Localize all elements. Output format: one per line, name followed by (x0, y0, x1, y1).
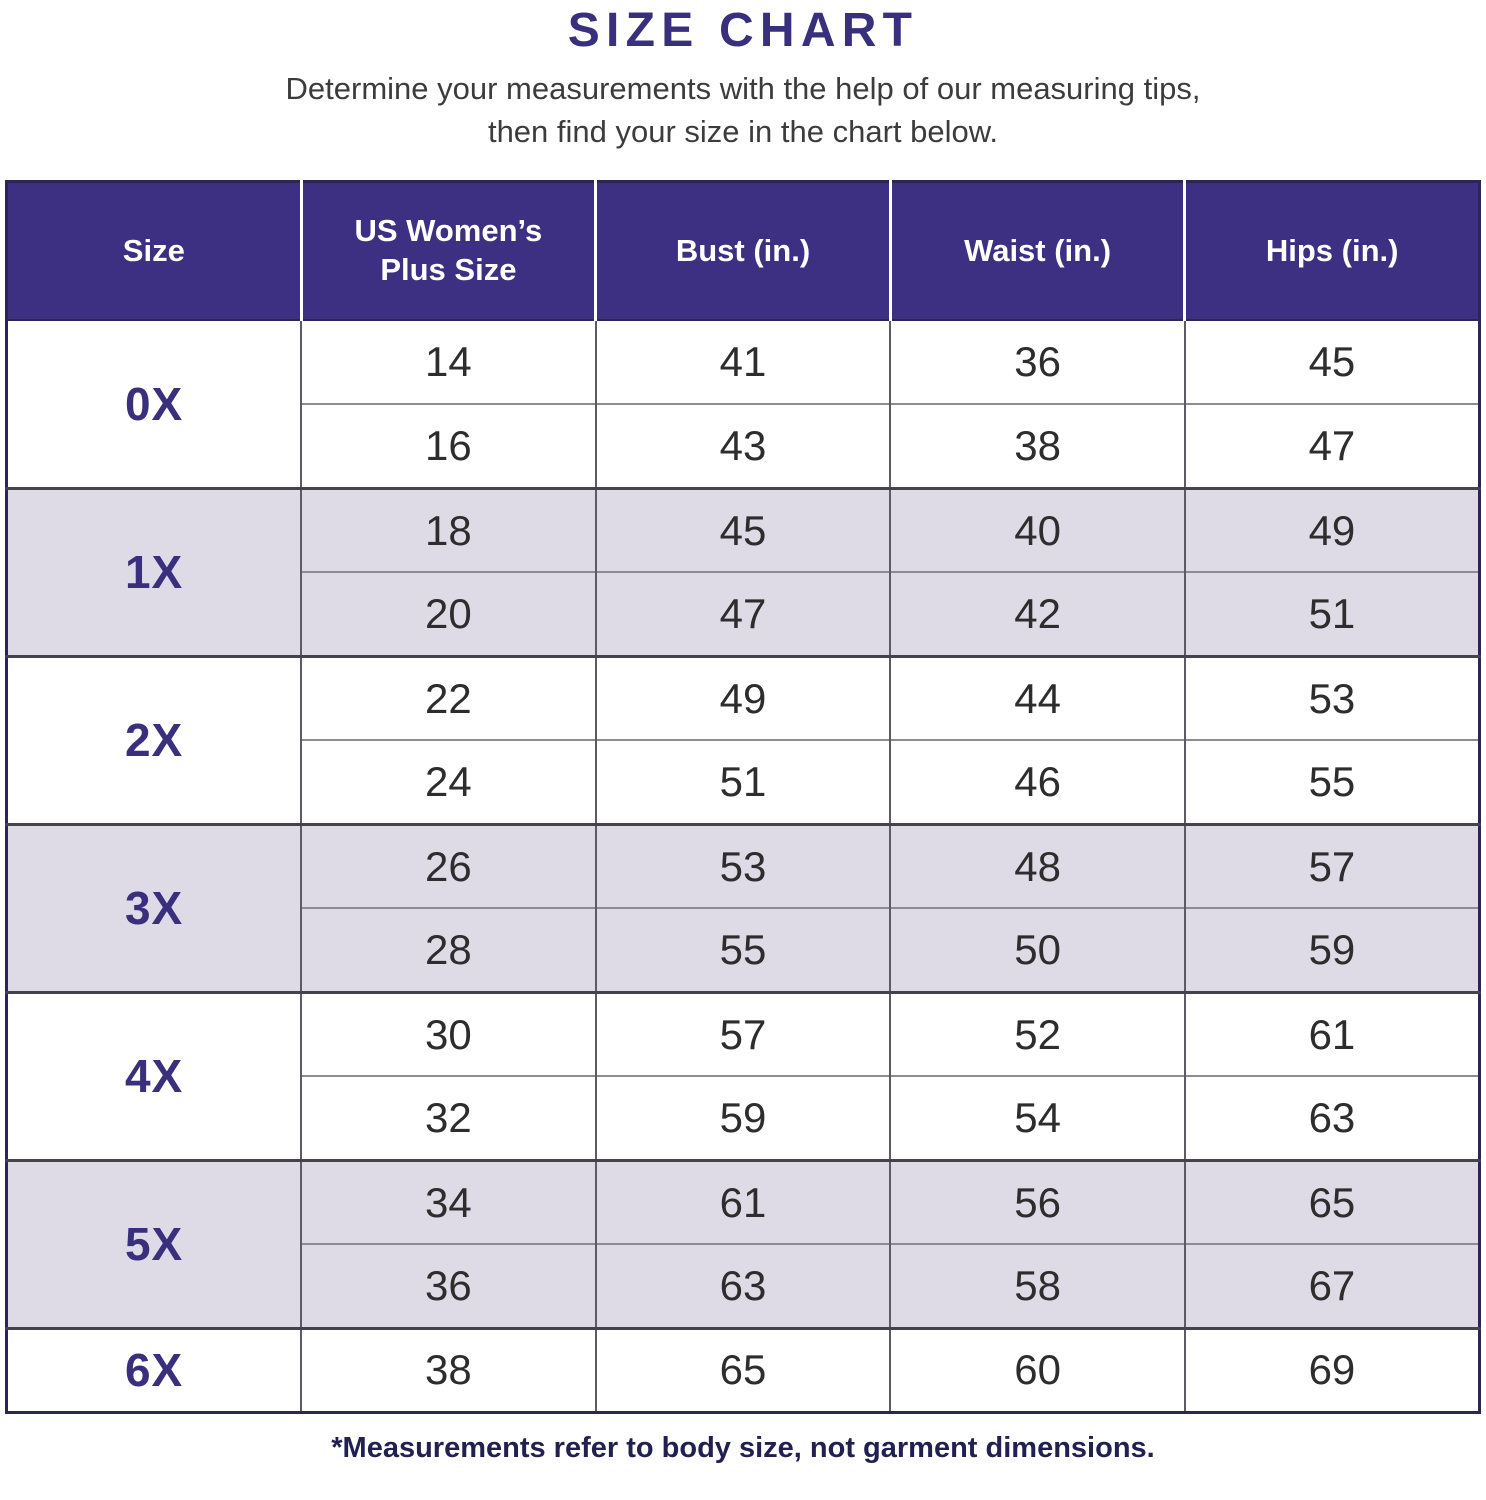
table-row: 1X 18 45 40 49 (6, 486, 1480, 657)
cell-plus-size: 16 (301, 403, 597, 489)
cell-hips: 59 (1184, 907, 1480, 993)
cell-bust: 43 (595, 403, 892, 489)
size-label-6x: 6X (6, 1326, 303, 1413)
cell-waist: 40 (890, 486, 1186, 573)
table-row: 16 43 38 47 (7, 403, 1480, 489)
cell-hips: 61 (1184, 990, 1480, 1077)
cell-bust: 59 (595, 1075, 892, 1161)
cell-plus-size: 14 (301, 319, 597, 405)
table-row: 6X 38 65 60 69 (6, 1326, 1480, 1413)
cell-bust: 51 (595, 739, 892, 825)
cell-bust: 63 (595, 1243, 892, 1329)
size-label-2x: 2X (6, 654, 303, 825)
size-chart-table: Size US Women’s Plus Size Bust (in.) Wai… (5, 179, 1481, 1414)
cell-plus-size: 24 (301, 739, 597, 825)
cell-bust: 55 (595, 907, 892, 993)
cell-bust: 45 (595, 486, 892, 573)
size-label-3x: 3X (6, 822, 303, 993)
table-row: 4X 30 57 52 61 (6, 990, 1480, 1161)
cell-waist: 44 (890, 654, 1186, 741)
size-label-4x: 4X (6, 990, 303, 1161)
cell-hips: 47 (1184, 403, 1480, 489)
column-header-hips: Hips (in.) (1184, 181, 1480, 322)
column-header-plus-size: US Women’s Plus Size (301, 181, 598, 322)
table-row: 28 55 50 59 (7, 907, 1480, 993)
cell-hips: 55 (1184, 739, 1480, 825)
cell-waist: 36 (890, 319, 1186, 405)
cell-waist: 38 (890, 403, 1186, 489)
cell-plus-size: 36 (301, 1243, 597, 1329)
column-header-size: Size (6, 181, 303, 322)
cell-hips: 63 (1184, 1075, 1480, 1161)
header-row: Size US Women’s Plus Size Bust (in.) Wai… (6, 181, 1480, 322)
subtitle-line-1: Determine your measurements with the hel… (285, 71, 1201, 107)
cell-bust: 47 (595, 571, 892, 657)
size-label-5x: 5X (6, 1158, 303, 1329)
cell-waist: 50 (890, 907, 1186, 993)
cell-hips: 65 (1184, 1158, 1480, 1245)
cell-waist: 52 (890, 990, 1186, 1077)
cell-plus-size: 28 (301, 907, 597, 993)
cell-waist: 42 (890, 571, 1186, 657)
table-row: 36 63 58 67 (7, 1243, 1480, 1329)
cell-hips: 69 (1184, 1326, 1480, 1413)
cell-waist: 60 (890, 1326, 1186, 1413)
table-row: 5X 34 61 56 65 (6, 1158, 1480, 1329)
cell-plus-size: 32 (301, 1075, 597, 1161)
table-row: 32 59 54 63 (7, 1075, 1480, 1161)
cell-plus-size: 22 (301, 654, 597, 741)
cell-plus-size: 38 (301, 1326, 597, 1413)
table-row: 24 51 46 55 (7, 739, 1480, 825)
cell-waist: 58 (890, 1243, 1186, 1329)
cell-hips: 57 (1184, 822, 1480, 909)
cell-plus-size: 18 (301, 486, 597, 573)
cell-plus-size: 30 (301, 990, 597, 1077)
cell-plus-size: 26 (301, 822, 597, 909)
cell-plus-size: 20 (301, 571, 597, 657)
size-label-0x: 0X (6, 319, 303, 489)
table-row: 2X 22 49 44 53 (6, 654, 1480, 825)
size-label-1x: 1X (6, 486, 303, 657)
cell-hips: 51 (1184, 571, 1480, 657)
cell-bust: 65 (595, 1326, 892, 1413)
cell-waist: 48 (890, 822, 1186, 909)
cell-bust: 61 (595, 1158, 892, 1245)
table-row: 0X 14 41 36 45 (6, 319, 1480, 489)
footnote: *Measurements refer to body size, not ga… (331, 1431, 1155, 1464)
subtitle: Determine your measurements with the hel… (0, 68, 1486, 154)
page-title: SIZE CHART (567, 4, 919, 57)
cell-bust: 49 (595, 654, 892, 741)
column-header-bust: Bust (in.) (595, 181, 892, 322)
table-row: 20 47 42 51 (7, 571, 1480, 657)
cell-bust: 53 (595, 822, 892, 909)
cell-hips: 45 (1184, 319, 1480, 405)
cell-hips: 49 (1184, 486, 1480, 573)
cell-hips: 67 (1184, 1243, 1480, 1329)
cell-plus-size: 34 (301, 1158, 597, 1245)
cell-bust: 57 (595, 990, 892, 1077)
cell-waist: 56 (890, 1158, 1186, 1245)
subtitle-line-2: then find your size in the chart below. (487, 114, 999, 150)
cell-waist: 54 (890, 1075, 1186, 1161)
table-row: 3X 26 53 48 57 (6, 822, 1480, 993)
cell-hips: 53 (1184, 654, 1480, 741)
cell-waist: 46 (890, 739, 1186, 825)
cell-bust: 41 (595, 319, 892, 405)
column-header-waist: Waist (in.) (890, 181, 1187, 322)
